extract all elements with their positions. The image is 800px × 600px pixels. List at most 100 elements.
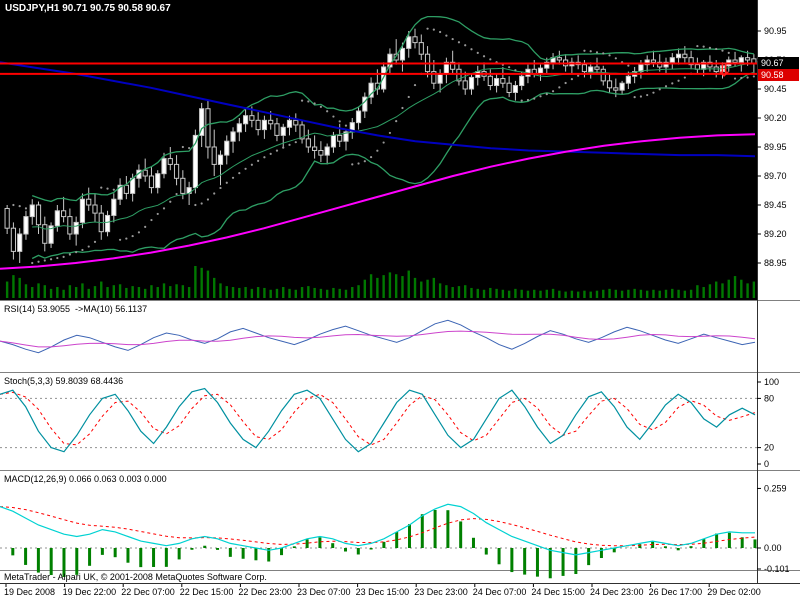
psar-dot	[727, 51, 730, 54]
volume-bar	[413, 277, 417, 298]
macd-histogram-bar	[49, 548, 53, 576]
psar-dot	[439, 30, 442, 34]
price-axis-label: 89.70	[764, 171, 787, 181]
volume-bar	[363, 279, 367, 298]
psar-dot	[106, 187, 109, 190]
macd-histogram-bar	[62, 548, 66, 577]
volume-bar	[464, 285, 467, 298]
volume-bar	[231, 287, 235, 298]
macd-histogram-bar	[599, 548, 603, 559]
psar-dot	[545, 93, 548, 96]
volume-bar	[118, 284, 122, 298]
candle-body	[619, 82, 625, 91]
macd-histogram-bar	[100, 548, 104, 555]
volume-bar	[445, 285, 448, 298]
macd-histogram-bar	[177, 548, 181, 560]
candle-body	[581, 64, 588, 73]
candle-body	[675, 53, 682, 59]
macd-histogram-bar	[331, 543, 335, 548]
macd-histogram-bar	[292, 546, 296, 548]
volume-bar	[476, 288, 479, 298]
candle-body	[324, 146, 330, 156]
macd-histogram-bar	[305, 539, 309, 548]
volume-bar	[250, 288, 254, 298]
volume-bar	[583, 290, 586, 298]
psar-dot	[721, 49, 724, 52]
psar-dot	[175, 192, 178, 196]
macd-histogram-bar	[407, 524, 411, 548]
macd-axis-label: 0.00	[764, 543, 782, 553]
volume-bar	[558, 290, 561, 298]
psar-dot	[520, 99, 523, 102]
time-axis-label: 22 Dec 23:00	[238, 587, 292, 597]
candle-body	[663, 61, 669, 68]
psar-dot	[100, 186, 103, 189]
candle-body	[431, 71, 437, 84]
volume-bar	[369, 274, 373, 298]
macd-histogram-bar	[356, 548, 360, 555]
volume-bar	[570, 290, 574, 298]
macd-histogram-bar	[740, 537, 744, 548]
psar-dot	[12, 203, 15, 207]
psar-dot	[181, 145, 184, 149]
volume-bar	[74, 287, 78, 298]
volume-bar	[338, 288, 341, 298]
macd-histogram-bar	[459, 521, 463, 548]
psar-dot	[244, 167, 247, 170]
candle-body	[594, 66, 600, 70]
volume-bar	[426, 279, 429, 298]
psar-dot	[671, 82, 674, 85]
candle-body	[600, 68, 606, 82]
time-axis[interactable]: 19 Dec 2008 19 Dec 22:00 22 Dec 07:00 22 De…	[0, 587, 800, 600]
volume-bar	[595, 290, 599, 298]
candle-body	[249, 115, 255, 121]
volume-bar	[125, 287, 128, 298]
psar-dot	[319, 105, 322, 108]
psar-dot	[602, 52, 605, 55]
psar-dot	[156, 212, 159, 216]
volume-bar	[489, 287, 492, 298]
volume-bar	[652, 289, 655, 298]
bollinger-lower-line	[31, 71, 755, 260]
candle-body	[412, 36, 418, 44]
candle-body	[167, 158, 173, 165]
price-axis-label: 89.45	[764, 200, 787, 210]
psar-dot	[357, 162, 360, 165]
volume-bar	[608, 288, 611, 298]
psar-dot	[715, 47, 718, 51]
volume-bar	[325, 289, 329, 298]
time-axis-label: 23 Dec 15:00	[355, 587, 410, 597]
volume-bar	[495, 288, 498, 298]
volume-bar	[112, 285, 116, 298]
macd-histogram-bar	[164, 548, 168, 567]
psar-dot	[313, 102, 316, 105]
psar-dot	[533, 97, 536, 100]
candle-body	[406, 36, 412, 49]
macd-histogram-bar	[689, 546, 693, 548]
volume-bar	[470, 287, 473, 298]
candle-body	[205, 108, 211, 148]
psar-dot	[200, 202, 203, 205]
macd-histogram-bar	[241, 548, 245, 559]
price-arrow-icon: ⇩	[716, 60, 731, 80]
volume-bar	[696, 285, 699, 298]
macd-histogram-bar	[318, 537, 322, 548]
psar-dot	[614, 57, 617, 60]
macd-signal-line	[0, 506, 756, 547]
candle-body	[299, 124, 305, 140]
psar-dot	[451, 37, 454, 41]
candle-body	[4, 207, 10, 229]
psar-dot	[81, 248, 84, 252]
psar-dot	[476, 51, 479, 54]
macd-histogram-bar	[24, 548, 28, 565]
time-axis-label: 22 Dec 15:00	[179, 587, 234, 597]
psar-dot	[407, 95, 410, 99]
volume-bar	[131, 286, 134, 298]
candle-body	[650, 59, 657, 63]
candle-body	[274, 123, 280, 136]
macd-histogram-bar	[753, 539, 757, 548]
macd-histogram-bar	[574, 548, 578, 575]
psar-dot	[263, 156, 266, 159]
volume-bar	[457, 286, 461, 298]
